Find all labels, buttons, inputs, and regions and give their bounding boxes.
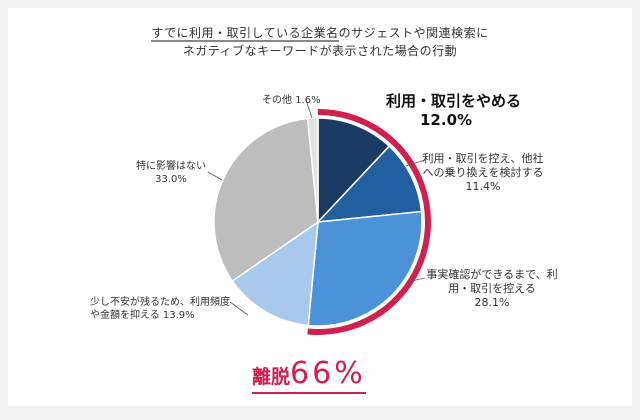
pie-slice-2 [307, 210, 423, 327]
label-slice-0: 利用・取引をやめる 12.0% [386, 92, 522, 129]
title-underlined: すでに利用・取引している企業名 [151, 26, 339, 42]
churn-summary: 離脱66% [252, 356, 366, 394]
leader-line [405, 159, 426, 167]
summary-label: 離脱 [252, 366, 291, 388]
label-slice-1: 利用・取引を控え、他社への乗り換えを検討する 11.4% [422, 152, 544, 193]
label-slice-4: 特に影響はない 33.0% [136, 161, 206, 185]
leader-line [229, 301, 249, 316]
pie-slice-5 [306, 117, 319, 223]
churn-highlight-arc [307, 109, 431, 335]
leader-line [406, 277, 426, 283]
leader-line [305, 99, 313, 119]
chart-title-line1: すでに利用・取引している企業名のサジェストや関連検索に [0, 24, 640, 42]
title-rest: のサジェストや関連検索に [338, 26, 489, 40]
pie-slice-4 [213, 117, 319, 283]
summary-value: 66% [290, 356, 366, 391]
label-slice-3: 少し不安が残るため、利用頻度や金額を抑える 13.9% [90, 297, 230, 321]
label-slice-5: その他 1.6% [262, 95, 321, 106]
label-slice-2: 事実確認ができるまで、利用・取引を控える 28.1% [426, 268, 558, 309]
chart-title-line2: ネガティブなキーワードが表示された場合の行動 [182, 44, 458, 58]
pie-slice-1 [316, 145, 423, 223]
pie-slice-3 [231, 220, 319, 327]
leader-line [207, 171, 223, 181]
pie-slice-0 [317, 117, 391, 224]
